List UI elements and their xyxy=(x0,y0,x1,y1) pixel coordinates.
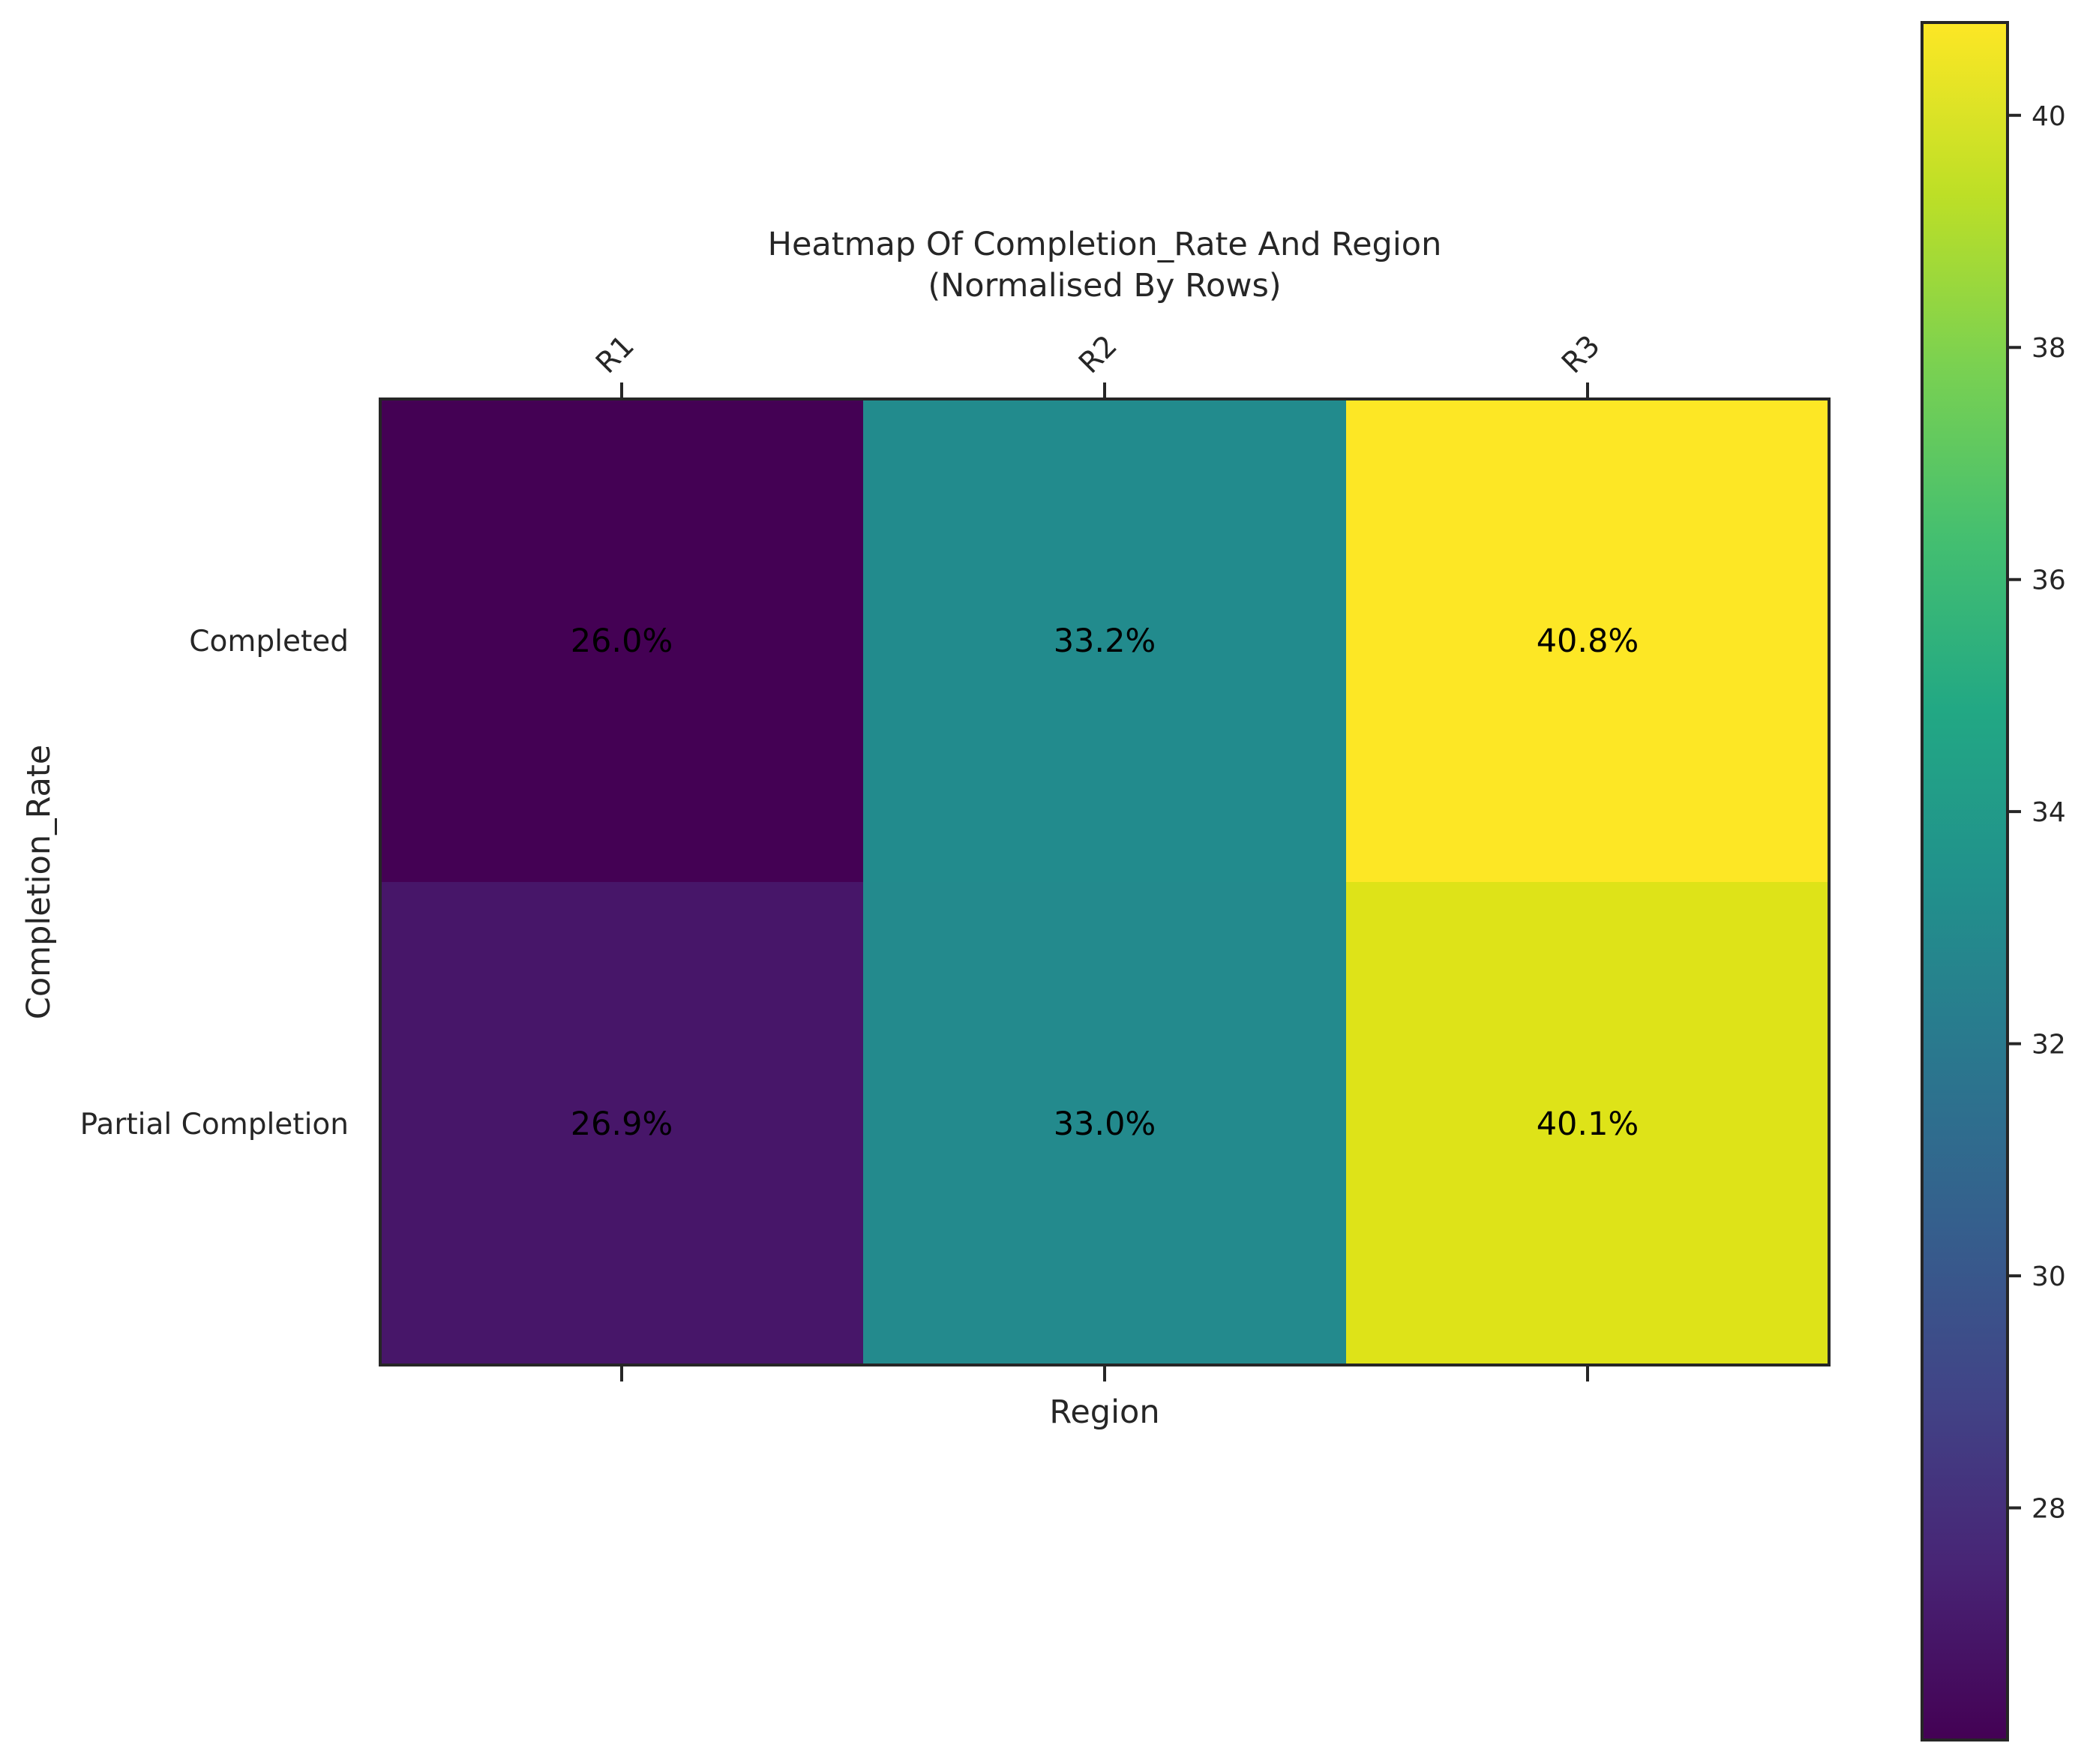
plot-frame xyxy=(379,398,1831,1366)
x-axis-label: Region xyxy=(1049,1394,1159,1431)
colorbar-tick-label: 32 xyxy=(2032,1030,2066,1060)
colorbar-tick-label: 28 xyxy=(2032,1494,2066,1525)
x-tick-label: R1 xyxy=(589,329,641,381)
x-tick-label: R3 xyxy=(1555,329,1607,381)
heatmap-cell-partial-completion-r1 xyxy=(380,882,864,1366)
x-tick-label: R2 xyxy=(1072,329,1124,381)
heatmap-cell-label: 40.1% xyxy=(1537,1106,1639,1143)
colorbar-frame xyxy=(1921,21,2009,1742)
heatmap-cell-completed-r1 xyxy=(380,399,864,883)
heatmap-cells xyxy=(380,399,1830,1366)
colorbar-ticks: 28 30 32 34 36 38 40 xyxy=(2008,101,2066,1525)
heatmap-cell-label: 26.9% xyxy=(571,1106,673,1143)
heatmap-cell-completed-r2 xyxy=(863,399,1347,883)
heatmap-cell-completed-r3 xyxy=(1346,399,1830,883)
chart-title: Heatmap Of Completion_Rate And Region xyxy=(768,226,1442,263)
heatmap-cell-label: 26.0% xyxy=(571,622,673,660)
y-axis-label: Completion_Rate xyxy=(20,745,58,1019)
chart-subtitle: (Normalised By Rows) xyxy=(928,267,1281,304)
colorbar-tick-label: 36 xyxy=(2032,566,2066,596)
colorbar-tick-label: 38 xyxy=(2032,333,2066,364)
heatmap-cell-partial-completion-r3 xyxy=(1346,882,1830,1366)
heatmap-cell-partial-completion-r2 xyxy=(863,882,1347,1366)
y-axis-ticks: Completed Partial Completion xyxy=(80,625,349,1142)
heatmap-cell-labels: 26.0% 33.2% 40.8% 26.9% 33.0% 40.1% xyxy=(571,622,1639,1143)
heatmap-cell-label: 40.8% xyxy=(1537,622,1639,660)
heatmap-cell-label: 33.2% xyxy=(1054,622,1156,660)
y-tick-label: Completed xyxy=(189,625,349,658)
heatmap-cell-label: 33.0% xyxy=(1054,1106,1156,1143)
colorbar-tick-label: 34 xyxy=(2032,797,2066,828)
colorbar-gradient xyxy=(1922,22,2008,1740)
colorbar-tick-label: 30 xyxy=(2032,1262,2066,1292)
colorbar-tick-label: 40 xyxy=(2032,101,2066,132)
colorbar: 28 30 32 34 36 38 40 xyxy=(1921,21,2066,1742)
y-tick-label: Partial Completion xyxy=(80,1108,349,1142)
